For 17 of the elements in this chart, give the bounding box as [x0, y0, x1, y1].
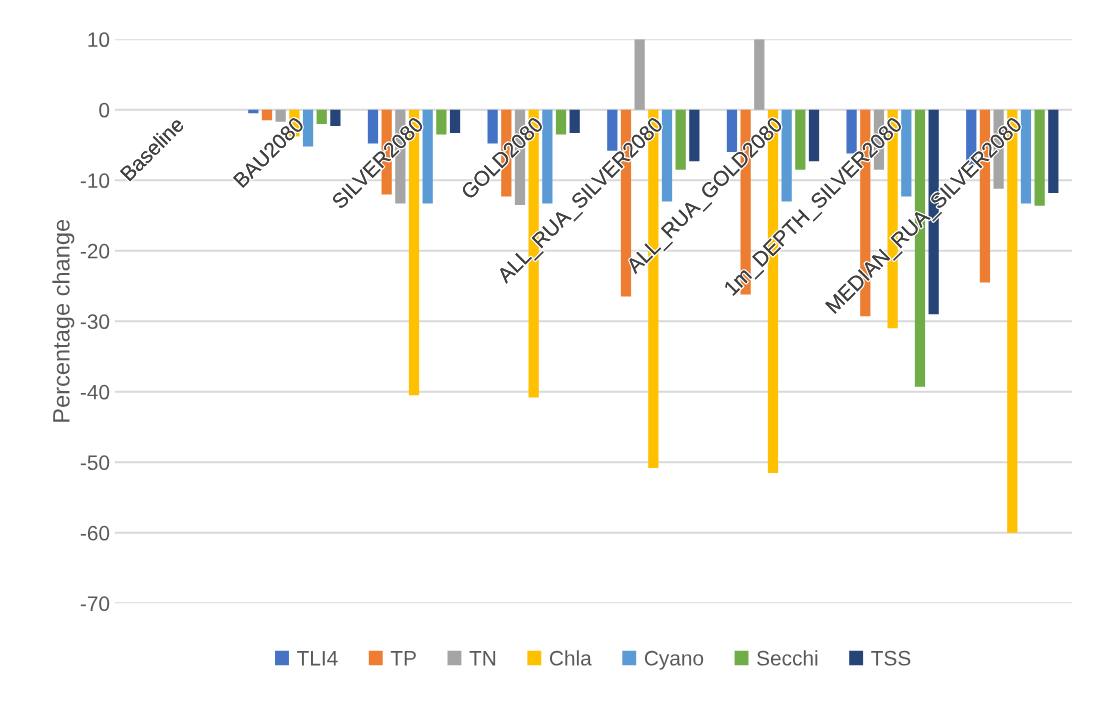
y-axis-title: Percentage change [52, 219, 75, 422]
y-tick-label: 0 [99, 102, 110, 118]
legend-label: TLI4 [297, 651, 338, 666]
legend-label: Secchi [757, 650, 818, 666]
y-tick-label: -60 [80, 525, 110, 541]
legend-label: Cyano [644, 650, 704, 670]
y-tick-label: -40 [80, 384, 110, 400]
y-tick-label: -30 [80, 314, 110, 330]
y-tick-label: -20 [80, 243, 110, 259]
y-tick-label: -10 [80, 173, 110, 189]
y-tick-label: 10 [88, 32, 110, 48]
legend-label: TN [469, 651, 496, 666]
legend-label: TP [390, 651, 416, 666]
legend-label: Chla [549, 650, 592, 666]
legend-label: TSS [871, 650, 911, 666]
y-tick-label: -50 [80, 455, 110, 471]
y-tick-label: -70 [80, 596, 110, 612]
